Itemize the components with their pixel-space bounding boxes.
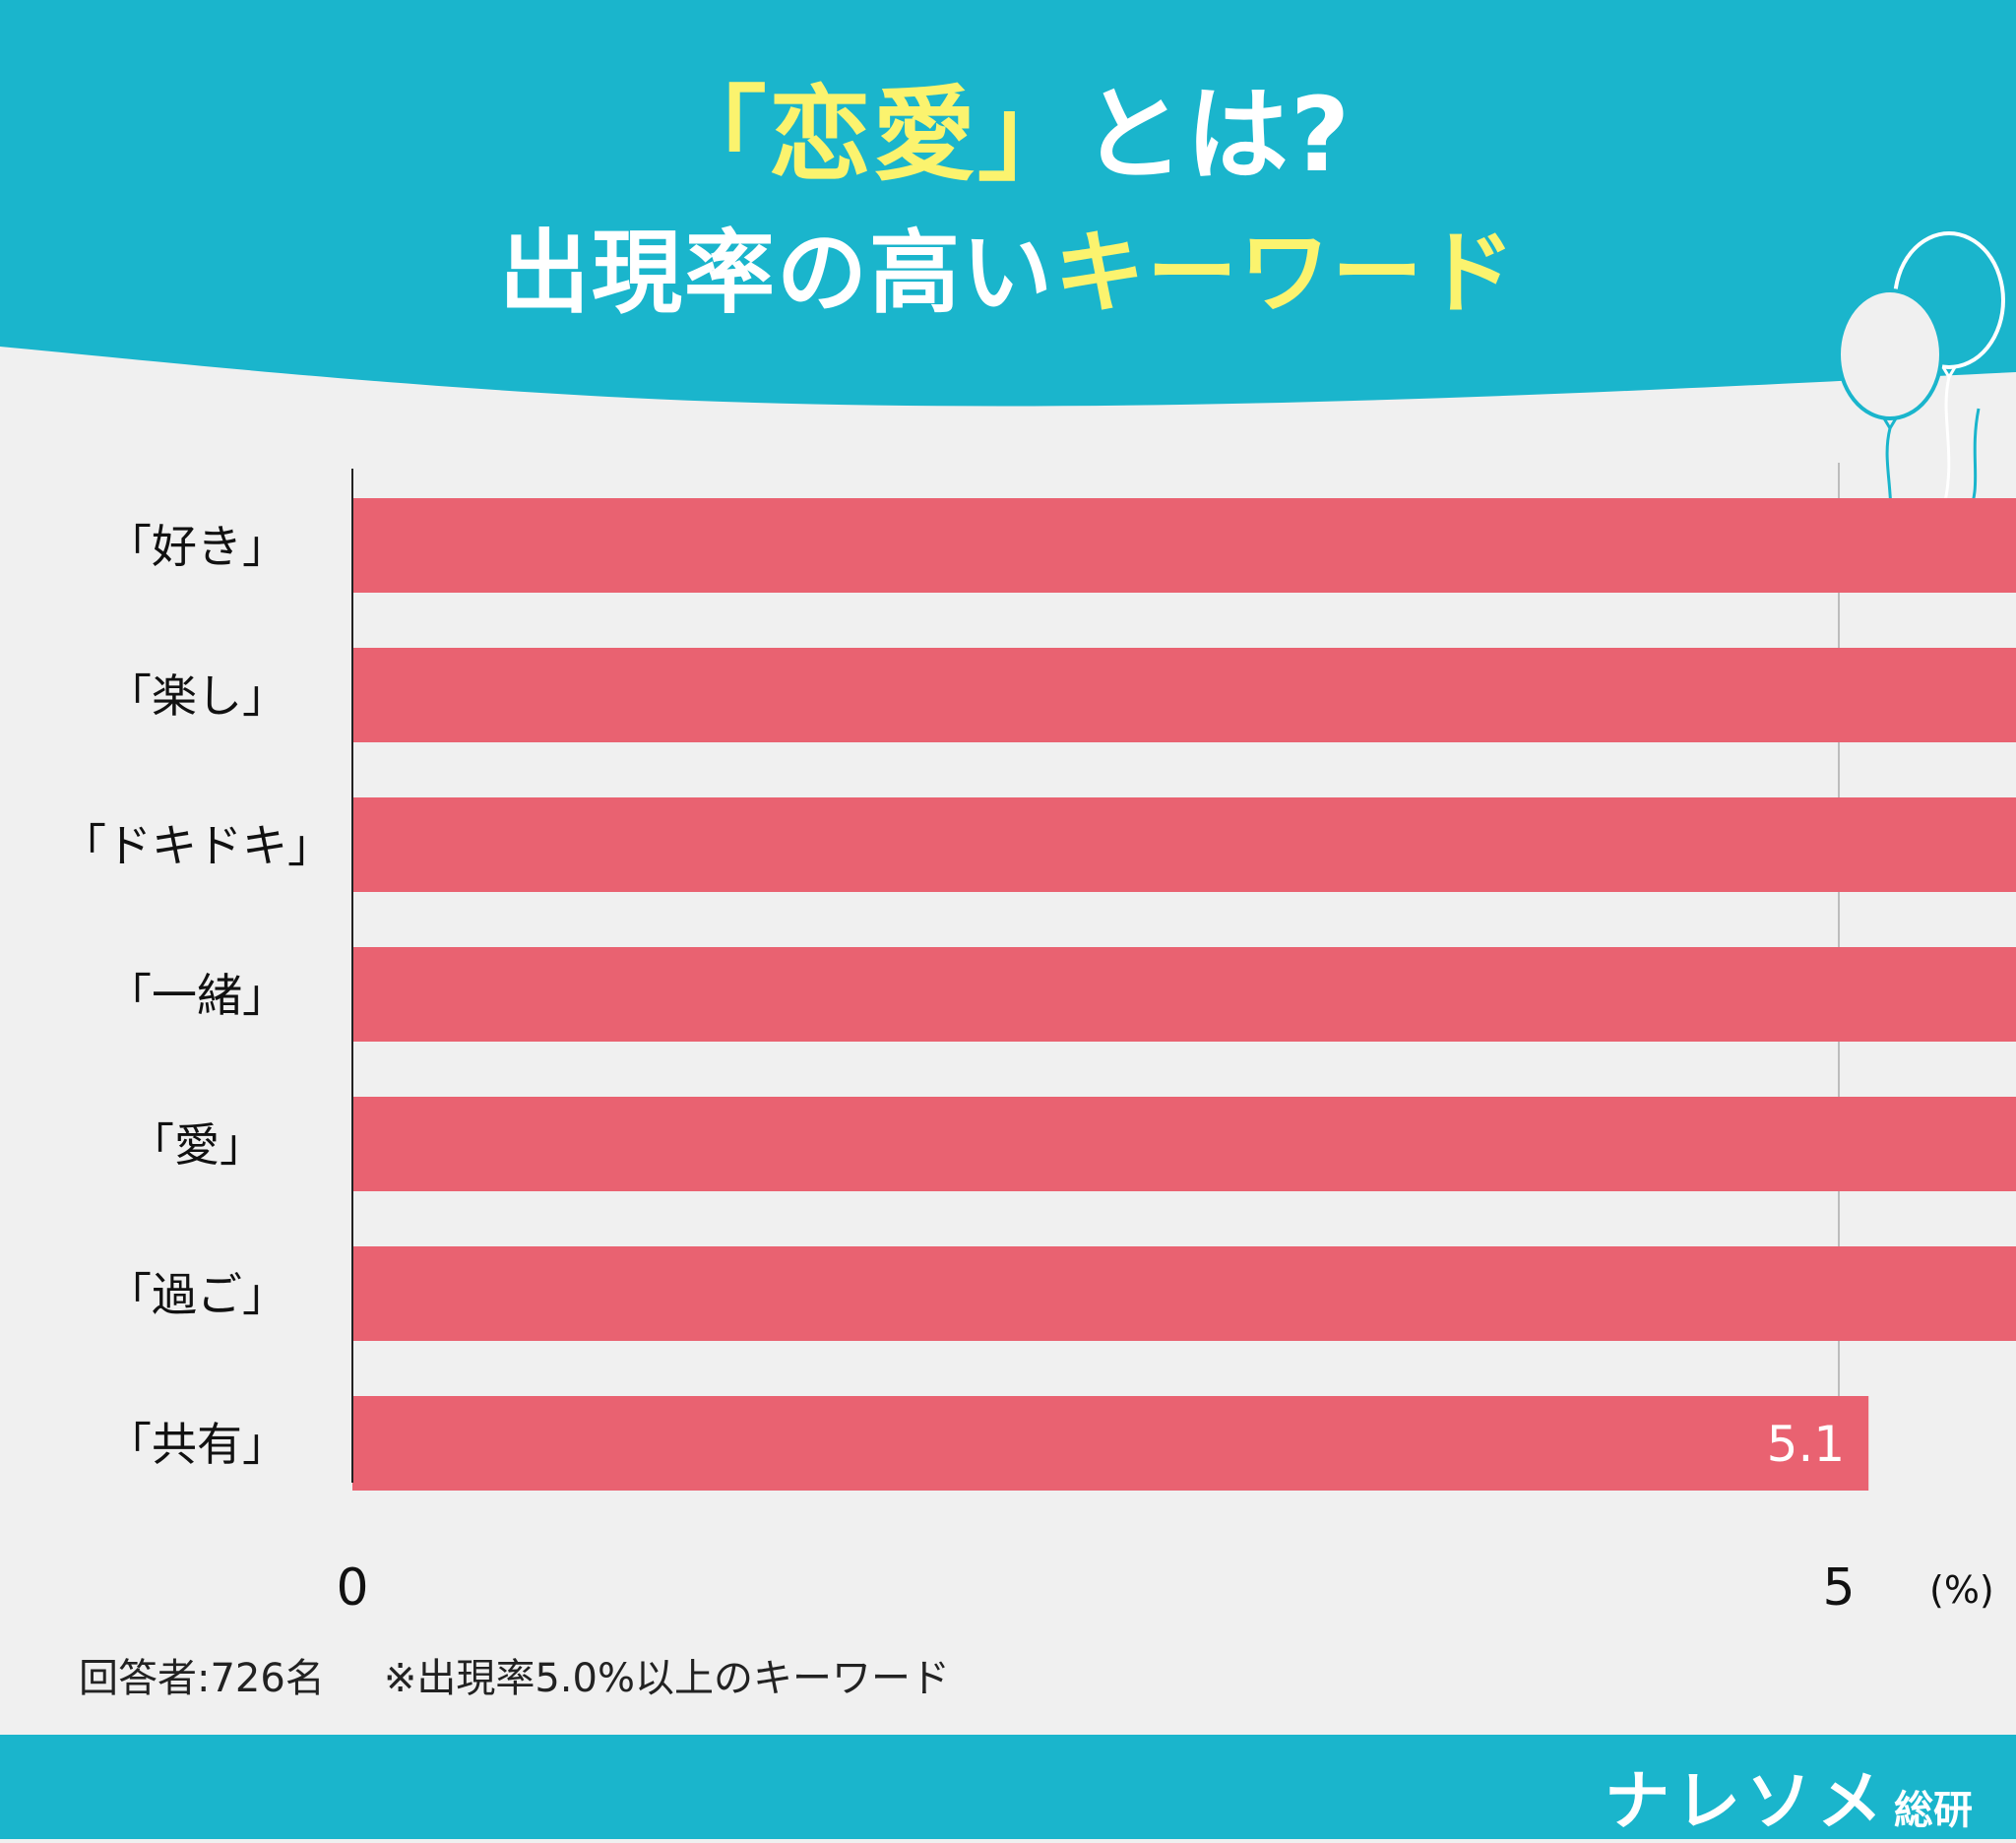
logo-sub-text: 総研 — [1894, 1788, 1973, 1833]
category-labels: 「好き」「楽し」「ドキドキ」「一緒」「愛」「過ご」「共有」 — [61, 520, 333, 1471]
bar — [352, 797, 2016, 892]
logo-main-text: ナレソメ — [1605, 1763, 1888, 1839]
survey-note: 回答者:726名 ※出現率5.0%以上のキーワード — [79, 1646, 1009, 1703]
brand-logo: ナレソメ 総研 — [1605, 1748, 1973, 1843]
x-tick-labels: 0510152025 — [336, 1558, 1855, 1618]
title-bracket-close: 」 — [976, 75, 1082, 195]
category-label: 「過ご」 — [106, 1268, 287, 1321]
category-label: 「愛」 — [129, 1118, 265, 1172]
title-subtitle-white: 出現率の高い — [498, 221, 1054, 326]
respondents-note: 回答者:726名 — [79, 1656, 325, 1701]
bar-value-label: 5.1 — [1767, 1416, 1846, 1473]
bar — [352, 1097, 2016, 1191]
title-line-2: 出現率の高いキーワード — [0, 215, 2016, 333]
bar — [352, 498, 2016, 593]
bar — [352, 1246, 2016, 1341]
bar — [352, 1396, 1869, 1491]
x-tick-label: 0 — [336, 1558, 368, 1618]
bar — [352, 648, 2016, 742]
category-label: 「共有」 — [106, 1418, 287, 1471]
condition-note: ※出現率5.0%以上のキーワード — [383, 1656, 950, 1701]
category-label: 「楽し」 — [106, 669, 287, 723]
title-bracket-open: 「 — [663, 75, 769, 195]
balloon-icon — [1837, 231, 2005, 577]
bars: 21.412.411.010.58.86.35.1 — [352, 498, 2016, 1491]
title-subtitle-yellow: キーワード — [1054, 221, 1518, 326]
x-tick-label: 5 — [1822, 1558, 1855, 1618]
bar-chart: 21.412.411.010.58.86.35.1 「好き」「楽し」「ドキドキ」… — [61, 463, 2016, 1618]
category-label: 「好き」 — [106, 520, 287, 573]
x-unit-label: (%) — [1929, 1568, 1994, 1612]
header-background — [0, 0, 2016, 407]
bar — [352, 947, 2016, 1042]
title-keyword: 恋愛 — [768, 75, 977, 195]
category-label: 「ドキドキ」 — [61, 819, 333, 872]
category-label: 「一緒」 — [106, 969, 287, 1022]
title-question: とは? — [1081, 75, 1353, 195]
footer-bar: ナレソメ 総研 — [0, 1735, 2016, 1839]
title-line-1: 「恋愛」とは? — [0, 71, 2016, 199]
